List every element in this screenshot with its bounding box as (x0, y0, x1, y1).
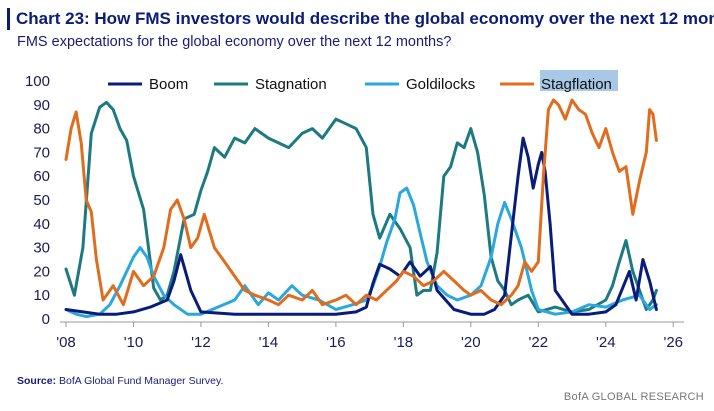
x-tick-label: '26 (663, 334, 683, 351)
title-accent-bar (7, 8, 10, 30)
source-note: Source: BofA Global Fund Manager Survey. (17, 375, 223, 387)
y-tick-label: 0 (42, 311, 50, 328)
x-tick-label: '20 (461, 334, 481, 351)
x-tick-label: '14 (259, 334, 279, 351)
y-tick-label: 70 (33, 144, 50, 161)
y-tick-label: 20 (33, 263, 50, 280)
x-tick-label: '16 (326, 334, 346, 351)
x-tick-label: '12 (191, 334, 211, 351)
chart-subtitle: FMS expectations for the global economy … (17, 34, 452, 50)
legend-label-boom: Boom (149, 76, 188, 93)
y-tick-label: 60 (33, 168, 50, 185)
series-line-stagnation (64, 100, 658, 314)
chart-title-block: Chart 23: How FMS investors would descri… (7, 6, 714, 32)
y-tick-label: 100 (25, 73, 50, 90)
brand-label: BofA GLOBAL RESEARCH (563, 391, 704, 403)
y-axis-ticks: 0 10 20 30 40 50 60 70 80 90 100 (25, 73, 50, 328)
legend: Boom Stagnation Goldilocks Stagflation (108, 70, 618, 93)
legend-highlight (540, 70, 618, 91)
y-tick-label: 80 (33, 121, 50, 138)
y-tick-label: 40 (33, 216, 50, 233)
series-lines (64, 98, 658, 319)
legend-label-stagflation: Stagflation (541, 76, 612, 93)
y-tick-label: 90 (33, 97, 50, 114)
source-label: Source: (17, 375, 57, 387)
legend-label-stagnation: Stagnation (255, 76, 327, 93)
y-tick-label: 10 (33, 287, 50, 304)
series-line-boom (64, 136, 658, 316)
y-tick-label: 30 (33, 240, 50, 257)
x-tick-label: '08 (56, 334, 76, 351)
line-chart: 0 10 20 30 40 50 60 70 80 90 100 '08 '10 '12 '14 '16 '1… (25, 70, 684, 351)
x-axis-ticks: '08 '10 '12 '14 '16 '18 '20 '22 '24 '26 (56, 322, 683, 351)
series-line-goldilocks (64, 186, 658, 319)
source-text: BofA Global Fund Manager Survey. (59, 375, 224, 387)
x-tick-label: '24 (596, 334, 616, 351)
y-tick-label: 50 (33, 192, 50, 209)
legend-label-goldilocks: Goldilocks (406, 76, 475, 93)
x-tick-label: '10 (124, 334, 144, 351)
x-tick-label: '18 (394, 334, 414, 351)
series-line-stagflation (64, 98, 658, 307)
chart-title: Chart 23: How FMS investors would descri… (16, 9, 714, 28)
x-tick-label: '22 (529, 334, 549, 351)
